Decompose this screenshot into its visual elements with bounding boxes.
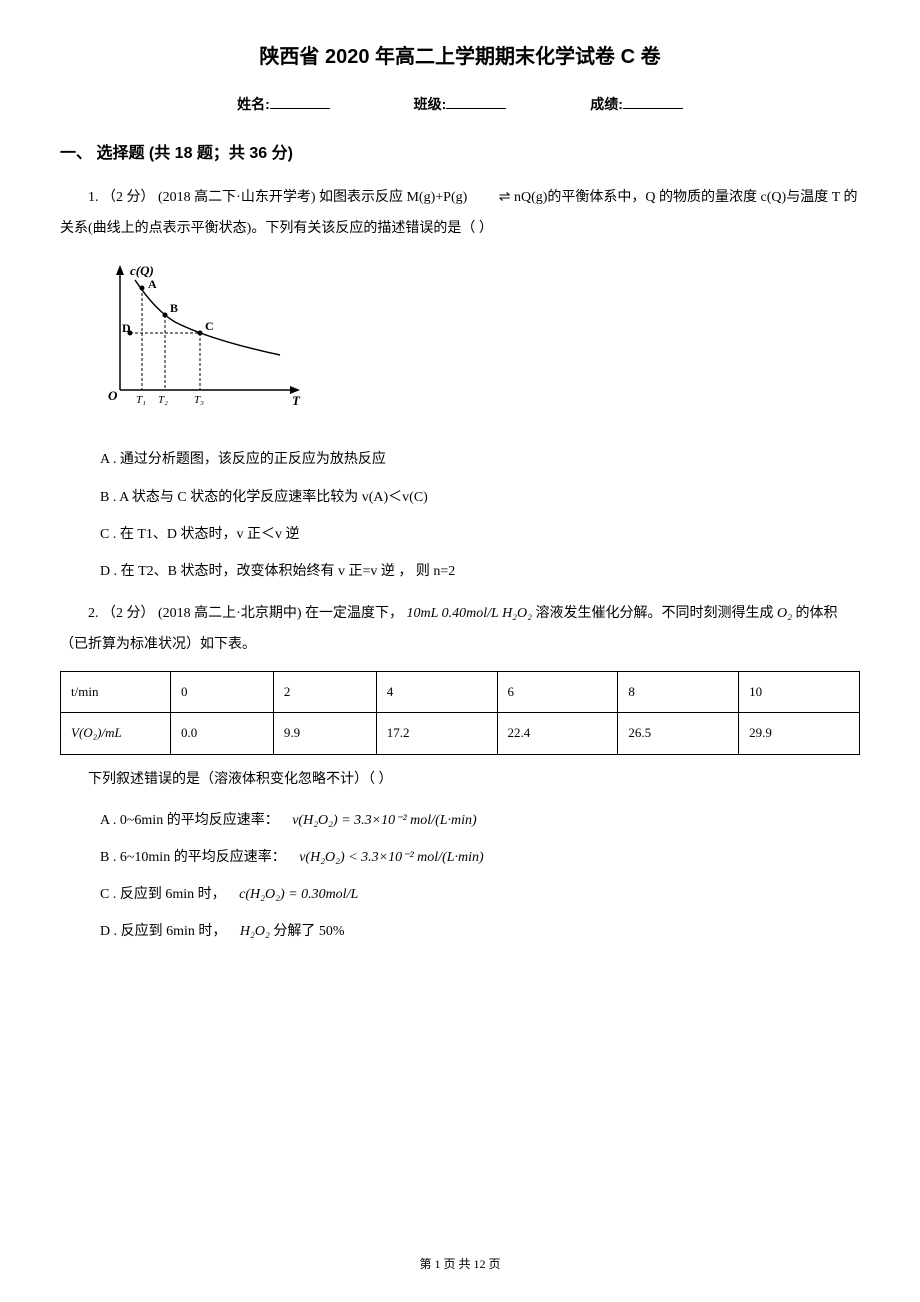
question-2-text: 2. （2 分） (2018 高二上·北京期中) 在一定温度下， 10mL 0.…: [60, 599, 860, 661]
name-blank: [270, 108, 330, 109]
q1-options: A . 通过分析题图，该反应的正反应为放热反应 B . A 状态与 C 状态的化…: [60, 447, 860, 584]
q2-option-a: A . 0~6min 的平均反应速率： v(H₂O₂) = 3.3×10⁻² m…: [100, 808, 860, 833]
score-blank: [623, 108, 683, 109]
point-d-label: D: [122, 321, 131, 335]
name-label: 姓名:: [237, 96, 270, 112]
xtick-t2: T₂: [158, 394, 168, 406]
table-row: t/min 0 2 4 6 8 10: [61, 671, 860, 713]
point-a-label: A: [148, 277, 157, 291]
origin-label: O: [108, 388, 118, 403]
x-axis-label: T: [292, 393, 301, 408]
table-cell: t/min: [61, 671, 171, 713]
q2-d-suffix: 分解了 50%: [273, 924, 344, 939]
section-header: 一、 选择题 (共 18 题；共 36 分): [60, 139, 860, 163]
q2-table: t/min 0 2 4 6 8 10 V(O₂)/mL 0.0 9.9 17.2…: [60, 671, 860, 755]
q1-option-c: C . 在 T1、D 状态时，v 正＜v 逆: [100, 522, 860, 547]
y-axis-arrow: [116, 265, 124, 275]
q2-prefix: 2. （2 分） (2018 高二上·北京期中) 在一定温度下，: [88, 606, 407, 621]
xtick-t3: T₃: [194, 394, 204, 406]
table-cell: 8: [618, 671, 739, 713]
q1-option-d: D . 在 T2、B 状态时，改变体积始终有 v 正=v 逆 ， 则 n=2: [100, 559, 860, 584]
table-cell: 4: [376, 671, 497, 713]
q2-option-b: B . 6~10min 的平均反应速率： v(H₂O₂) < 3.3×10⁻² …: [100, 845, 860, 870]
q2-b-formula: v(H₂O₂) < 3.3×10⁻² mol/(L·min): [299, 850, 483, 865]
table-cell: 22.4: [497, 713, 618, 755]
q2-middle: 溶液发生催化分解。不同时刻测得生成: [532, 606, 777, 621]
table-row: V(O₂)/mL 0.0 9.9 17.2 22.4 26.5 29.9: [61, 713, 860, 755]
student-info-line: 姓名: 班级: 成绩:: [60, 94, 860, 114]
question-1-text: 1. （2 分） (2018 高二下·山东开学考) 如图表示反应 M(g)+P(…: [60, 183, 860, 245]
table-cell: 29.9: [739, 713, 860, 755]
table-cell: 10: [739, 671, 860, 713]
q2-a-prefix: A . 0~6min 的平均反应速率：: [100, 813, 279, 828]
q2-a-formula: v(H₂O₂) = 3.3×10⁻² mol/(L·min): [292, 813, 476, 828]
xtick-t1: T₁: [136, 394, 146, 406]
q2-options: A . 0~6min 的平均反应速率： v(H₂O₂) = 3.3×10⁻² m…: [60, 808, 860, 945]
q2-formula2: O₂: [777, 606, 792, 621]
table-cell: 9.9: [273, 713, 376, 755]
q1-option-a: A . 通过分析题图，该反应的正反应为放热反应: [100, 447, 860, 472]
q2-option-d: D . 反应到 6min 时， H₂O₂ 分解了 50%: [100, 919, 860, 944]
table-cell: 0: [171, 671, 274, 713]
question-2: 2. （2 分） (2018 高二上·北京期中) 在一定温度下， 10mL 0.…: [60, 599, 860, 944]
q2-c-formula: c(H₂O₂) = 0.30mol/L: [239, 887, 358, 902]
y-axis-label: c(Q): [130, 263, 154, 278]
equilibrium-symbol: ⇌: [471, 183, 511, 214]
q2-subtext: 下列叙述错误的是（溶液体积变化忽略不计）（ ）: [60, 765, 860, 796]
table-cell: 26.5: [618, 713, 739, 755]
q1-option-b: B . A 状态与 C 状态的化学反应速率比较为 v(A)＜v(C): [100, 485, 860, 510]
class-blank: [446, 108, 506, 109]
point-c-label: C: [205, 319, 214, 333]
q2-d-formula: H₂O₂: [240, 924, 270, 939]
table-cell: V(O₂)/mL: [61, 713, 171, 755]
class-label: 班级:: [414, 96, 447, 112]
page-title: 陕西省 2020 年高二上学期期末化学试卷 C 卷: [60, 40, 860, 69]
score-label: 成绩:: [590, 96, 623, 112]
table-cell: 0.0: [171, 713, 274, 755]
page-footer: 第 1 页 共 12 页: [0, 1255, 920, 1272]
q2-option-c: C . 反应到 6min 时， c(H₂O₂) = 0.30mol/L: [100, 882, 860, 907]
curve: [135, 280, 280, 355]
q1-prefix: 1. （2 分） (2018 高二下·山东开学考) 如图表示反应 M(g)+P(…: [88, 190, 471, 205]
q2-c-prefix: C . 反应到 6min 时，: [100, 887, 226, 902]
q2-formula1: 10mL 0.40mol/L H₂O₂: [407, 606, 533, 621]
table-cell: 2: [273, 671, 376, 713]
table-cell: 6: [497, 671, 618, 713]
q2-b-prefix: B . 6~10min 的平均反应速率：: [100, 850, 286, 865]
q2-d-prefix: D . 反应到 6min 时，: [100, 924, 226, 939]
q1-chart: c(Q) O T A B C D T₁ T₂ T₃: [100, 260, 860, 433]
table-cell: 17.2: [376, 713, 497, 755]
point-b-label: B: [170, 301, 178, 315]
chart-svg: c(Q) O T A B C D T₁ T₂ T₃: [100, 260, 310, 420]
question-1: 1. （2 分） (2018 高二下·山东开学考) 如图表示反应 M(g)+P(…: [60, 183, 860, 584]
